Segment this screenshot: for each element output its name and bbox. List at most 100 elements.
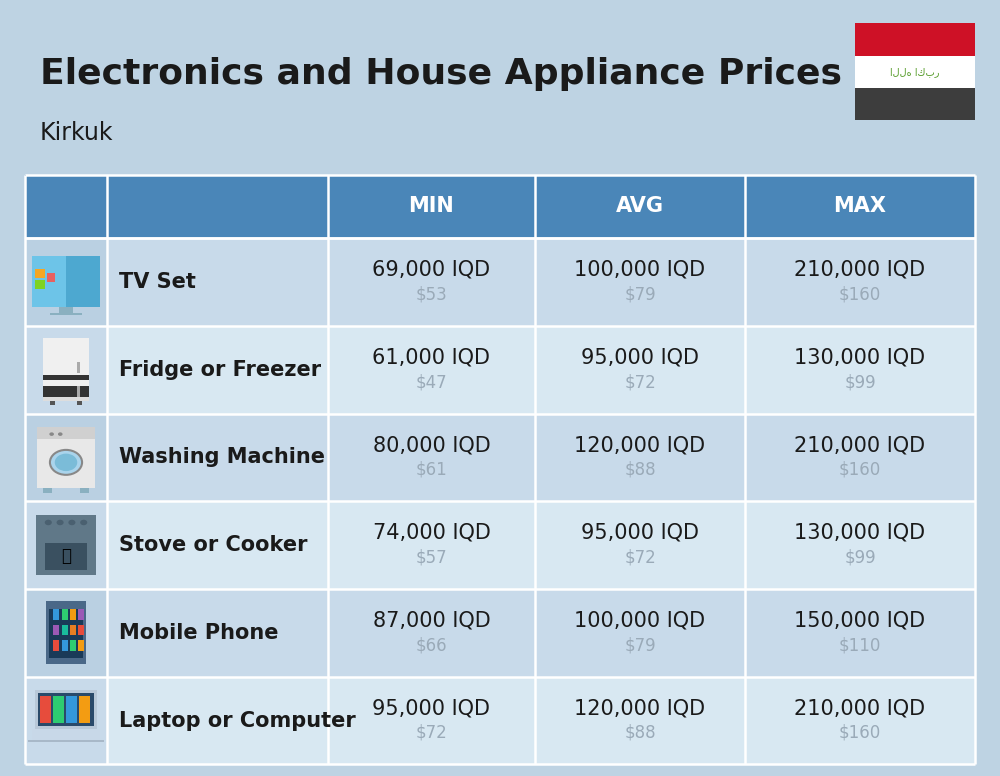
Text: Stove or Cooker: Stove or Cooker bbox=[119, 535, 308, 555]
Bar bbox=[40, 696, 51, 723]
Bar bbox=[50, 401, 55, 405]
Text: $53: $53 bbox=[416, 286, 447, 303]
Bar bbox=[70, 625, 76, 636]
Bar bbox=[46, 601, 86, 664]
Bar bbox=[107, 677, 328, 764]
Text: $72: $72 bbox=[416, 724, 447, 742]
Text: $160: $160 bbox=[839, 724, 881, 742]
Bar bbox=[535, 326, 745, 414]
Circle shape bbox=[45, 520, 52, 525]
Text: $72: $72 bbox=[624, 549, 656, 566]
Bar bbox=[25, 414, 107, 501]
Bar bbox=[66, 696, 77, 723]
Circle shape bbox=[49, 432, 54, 436]
Text: 61,000 IQD: 61,000 IQD bbox=[372, 348, 490, 368]
Text: $79: $79 bbox=[624, 286, 656, 303]
Bar bbox=[78, 639, 84, 650]
Bar bbox=[53, 609, 59, 620]
Text: $47: $47 bbox=[416, 373, 447, 391]
Bar bbox=[77, 362, 80, 373]
Text: $160: $160 bbox=[839, 461, 881, 479]
Text: Washing Machine: Washing Machine bbox=[119, 448, 325, 467]
Text: $110: $110 bbox=[839, 636, 881, 654]
Text: 87,000 IQD: 87,000 IQD bbox=[373, 611, 490, 631]
Bar bbox=[535, 238, 745, 326]
Bar bbox=[25, 326, 107, 414]
Bar bbox=[855, 23, 975, 56]
Text: 69,000 IQD: 69,000 IQD bbox=[372, 260, 491, 280]
Bar bbox=[70, 639, 76, 650]
Bar bbox=[535, 175, 745, 238]
Bar bbox=[745, 175, 975, 238]
Text: 120,000 IQD: 120,000 IQD bbox=[574, 698, 706, 719]
Text: MAX: MAX bbox=[834, 196, 887, 217]
Bar bbox=[45, 543, 87, 570]
Text: 🔥: 🔥 bbox=[61, 547, 71, 565]
Bar bbox=[855, 56, 975, 88]
Text: 130,000 IQD: 130,000 IQD bbox=[794, 523, 926, 543]
Bar bbox=[328, 501, 535, 589]
Bar bbox=[49, 609, 83, 658]
Text: 150,000 IQD: 150,000 IQD bbox=[794, 611, 926, 631]
Circle shape bbox=[57, 520, 64, 525]
Text: 100,000 IQD: 100,000 IQD bbox=[574, 611, 706, 631]
Bar bbox=[36, 515, 96, 575]
Bar bbox=[745, 414, 975, 501]
Bar bbox=[107, 589, 328, 677]
Text: 210,000 IQD: 210,000 IQD bbox=[794, 260, 926, 280]
Bar bbox=[35, 690, 97, 729]
Text: Kirkuk: Kirkuk bbox=[40, 122, 114, 145]
Bar bbox=[78, 625, 84, 636]
Bar bbox=[32, 256, 100, 307]
Bar bbox=[25, 238, 107, 326]
Bar bbox=[28, 740, 104, 743]
Text: 210,000 IQD: 210,000 IQD bbox=[794, 698, 926, 719]
Text: 80,000 IQD: 80,000 IQD bbox=[373, 435, 490, 456]
Bar bbox=[43, 386, 89, 401]
Text: 95,000 IQD: 95,000 IQD bbox=[581, 523, 699, 543]
Bar bbox=[328, 589, 535, 677]
Bar bbox=[38, 693, 94, 726]
Bar bbox=[107, 175, 328, 238]
Bar bbox=[25, 589, 107, 677]
Circle shape bbox=[58, 432, 63, 436]
Text: 95,000 IQD: 95,000 IQD bbox=[372, 698, 490, 719]
Bar bbox=[62, 609, 68, 620]
Circle shape bbox=[50, 450, 82, 475]
Bar bbox=[35, 280, 45, 289]
Bar bbox=[43, 375, 89, 379]
Text: $72: $72 bbox=[624, 373, 656, 391]
Text: TV Set: TV Set bbox=[119, 272, 196, 292]
Text: $99: $99 bbox=[844, 373, 876, 391]
Bar bbox=[107, 326, 328, 414]
Bar bbox=[745, 326, 975, 414]
Bar bbox=[43, 338, 89, 401]
Bar bbox=[855, 88, 975, 120]
Text: $99: $99 bbox=[844, 549, 876, 566]
Circle shape bbox=[55, 454, 77, 471]
Bar bbox=[77, 401, 82, 405]
Bar bbox=[25, 501, 107, 589]
Bar bbox=[328, 326, 535, 414]
Bar bbox=[53, 639, 59, 650]
Bar bbox=[77, 386, 80, 397]
Bar bbox=[328, 175, 535, 238]
Bar bbox=[53, 625, 59, 636]
Bar bbox=[35, 269, 45, 278]
Text: $88: $88 bbox=[624, 724, 656, 742]
Text: $57: $57 bbox=[416, 549, 447, 566]
Bar bbox=[37, 427, 95, 439]
Bar bbox=[328, 677, 535, 764]
Text: الله اكبر: الله اكبر bbox=[890, 67, 940, 77]
Bar bbox=[535, 414, 745, 501]
Bar bbox=[32, 256, 66, 307]
Bar bbox=[328, 414, 535, 501]
Text: $88: $88 bbox=[624, 461, 656, 479]
Bar bbox=[37, 427, 95, 488]
Text: 74,000 IQD: 74,000 IQD bbox=[373, 523, 490, 543]
Bar bbox=[25, 175, 107, 238]
Bar bbox=[47, 273, 55, 282]
Bar bbox=[107, 238, 328, 326]
Text: 120,000 IQD: 120,000 IQD bbox=[574, 435, 706, 456]
Bar bbox=[79, 696, 90, 723]
